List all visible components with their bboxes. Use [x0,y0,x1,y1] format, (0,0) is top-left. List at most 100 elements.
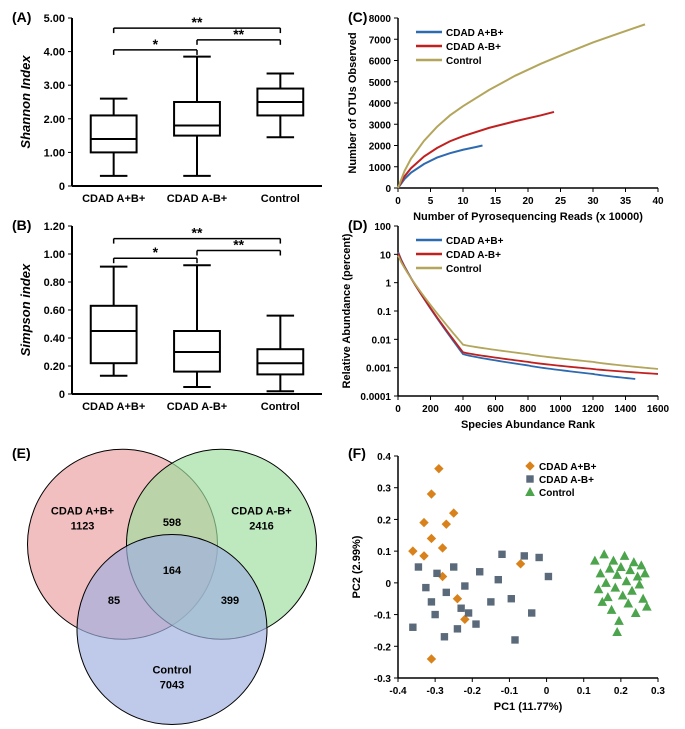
svg-text:0: 0 [385,579,391,590]
svg-text:25: 25 [555,196,567,207]
svg-text:CDAD A-B+: CDAD A-B+ [167,193,227,205]
svg-text:0.2: 0.2 [614,686,628,697]
svg-text:0.1: 0.1 [377,307,391,318]
svg-text:20: 20 [522,196,534,207]
svg-text:0.001: 0.001 [366,364,391,375]
svg-text:CDAD A-B+: CDAD A-B+ [231,505,291,517]
svg-text:10: 10 [457,196,469,207]
svg-text:0.80: 0.80 [44,277,65,289]
svg-text:PC2 (2.99%): PC2 (2.99%) [351,535,363,598]
svg-text:800: 800 [520,404,537,415]
svg-text:PC1 (11.77%): PC1 (11.77%) [494,701,563,713]
svg-text:*: * [153,36,159,52]
svg-text:8000: 8000 [369,14,392,25]
svg-text:0.40: 0.40 [44,333,65,345]
figure: (A) 0 1.00 2.00 3.00 4.00 5.00 Shannon Index CDA… [0,0,685,729]
svg-text:1000: 1000 [549,404,572,415]
svg-text:CDAD A+B+: CDAD A+B+ [446,236,504,247]
svg-text:1400: 1400 [614,404,637,415]
svg-text:-0.2: -0.2 [374,642,392,653]
svg-text:1.00: 1.00 [44,249,65,261]
svg-text:2416: 2416 [249,520,273,532]
svg-text:4.00: 4.00 [44,47,65,59]
svg-text:(A): (A) [12,9,31,25]
svg-text:CDAD A-B+: CDAD A-B+ [167,401,227,413]
svg-text:0: 0 [395,196,401,207]
svg-text:Control: Control [152,665,191,677]
svg-text:399: 399 [221,595,239,607]
svg-text:-0.1: -0.1 [374,611,392,622]
svg-text:(E): (E) [12,445,31,461]
svg-text:1000: 1000 [369,163,392,174]
svg-text:Species Abundance Rank: Species Abundance Rank [461,419,596,431]
svg-text:0.3: 0.3 [651,686,665,697]
svg-text:0: 0 [544,686,550,697]
svg-text:10: 10 [380,250,392,261]
svg-text:0: 0 [385,184,391,195]
svg-text:0.2: 0.2 [377,515,391,526]
svg-text:Number of Pyrosequencing Reads: Number of Pyrosequencing Reads (x 10000) [413,211,643,223]
svg-text:598: 598 [163,517,181,529]
svg-text:0: 0 [59,389,65,401]
svg-text:CDAD A-B+: CDAD A-B+ [446,42,501,53]
svg-text:Shannon Index: Shannon Index [18,55,33,149]
svg-text:5.00: 5.00 [44,13,65,25]
svg-text:4000: 4000 [369,99,392,110]
svg-text:3.00: 3.00 [44,80,65,92]
svg-text:400: 400 [455,404,472,415]
svg-text:Control: Control [261,401,300,413]
svg-text:-0.3: -0.3 [427,686,445,697]
svg-text:Simpson index: Simpson index [18,263,33,356]
svg-text:1.00: 1.00 [44,147,65,159]
svg-text:40: 40 [652,196,664,207]
svg-text:1600: 1600 [647,404,670,415]
panel-b-boxplot: (B)00.200.400.600.801.001.20Simpson inde… [12,217,322,413]
svg-text:**: ** [192,225,203,241]
svg-text:100: 100 [374,222,391,233]
svg-text:5000: 5000 [369,78,392,89]
svg-text:200: 200 [422,404,439,415]
svg-text:**: ** [192,14,203,30]
svg-text:-0.1: -0.1 [501,686,519,697]
svg-text:CDAD A+B+: CDAD A+B+ [539,462,597,473]
panel-e-venn: (E) CDAD A+B+ 1123 CDAD A-B+ 2416 Control 7043… [12,445,317,725]
svg-text:0.60: 0.60 [44,305,65,317]
svg-text:Number of OTUs Observed: Number of OTUs Observed [347,32,359,173]
svg-text:2000: 2000 [369,142,392,153]
svg-text:-0.2: -0.2 [464,686,482,697]
svg-text:CDAD A-B+: CDAD A-B+ [539,475,594,486]
svg-text:CDAD A+B+: CDAD A+B+ [51,505,114,517]
svg-text:-0.4: -0.4 [389,686,407,697]
svg-text:CDAD A-B+: CDAD A-B+ [446,250,501,261]
svg-text:0.20: 0.20 [44,361,65,373]
svg-text:Control: Control [446,56,482,67]
svg-text:-0.3: -0.3 [374,674,392,685]
svg-text:6000: 6000 [369,57,392,68]
svg-text:2.00: 2.00 [44,114,65,126]
svg-text:0.1: 0.1 [577,686,591,697]
svg-text:1200: 1200 [582,404,605,415]
panel-a-boxplot: (A) 0 1.00 2.00 3.00 4.00 5.00 Shannon Index CDA… [12,9,322,205]
svg-text:Control: Control [539,488,575,499]
svg-text:1123: 1123 [71,520,95,532]
svg-text:CDAD A+B+: CDAD A+B+ [82,401,145,413]
svg-text:600: 600 [487,404,504,415]
svg-text:(C): (C) [348,9,367,25]
svg-text:Control: Control [446,264,482,275]
svg-text:1: 1 [385,279,391,290]
svg-text:30: 30 [587,196,599,207]
svg-text:7043: 7043 [160,680,184,692]
svg-text:0: 0 [59,181,65,193]
svg-text:(F): (F) [348,445,366,461]
svg-text:15: 15 [490,196,502,207]
svg-text:CDAD A+B+: CDAD A+B+ [446,28,504,39]
svg-text:0.0001: 0.0001 [360,392,391,403]
panel-f-scatter: (F)-0.4-0.3-0.2-0.100.10.20.3-0.3-0.2-0.… [348,445,665,713]
svg-text:5: 5 [428,196,434,207]
panel-d-line-chart: (D)020040060080010001200140016000.00010.… [341,217,670,431]
svg-text:(B): (B) [12,217,31,233]
svg-text:Control: Control [261,193,300,205]
svg-text:7000: 7000 [369,35,392,46]
svg-text:Relative Abundance (percent): Relative Abundance (percent) [341,233,353,388]
svg-text:35: 35 [620,196,632,207]
